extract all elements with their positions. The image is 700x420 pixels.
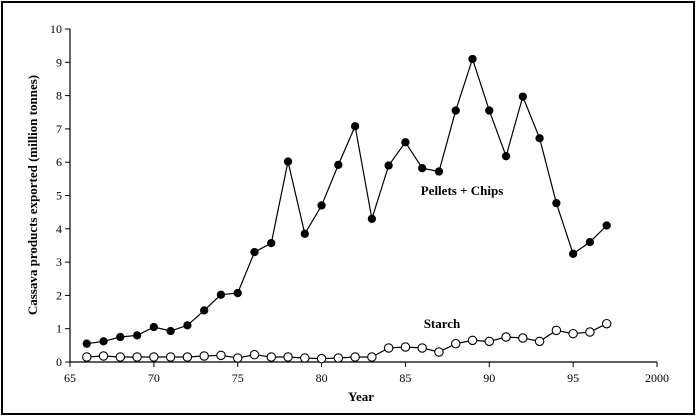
x-tick-label: 2000	[645, 371, 669, 385]
x-tick-label: 95	[567, 371, 579, 385]
data-point	[401, 138, 410, 147]
data-point	[484, 336, 495, 347]
data-point	[518, 92, 527, 101]
data-point	[383, 343, 394, 353]
data-point	[468, 54, 477, 64]
y-tick-label: 10	[50, 22, 62, 36]
series-label-starch: Starch	[424, 316, 461, 331]
data-point	[518, 333, 528, 343]
axes	[69, 29, 657, 363]
data-point	[266, 352, 277, 362]
data-point	[200, 306, 209, 315]
chart-frame	[1, 1, 695, 415]
data-point	[451, 106, 460, 115]
data-point	[233, 288, 242, 298]
x-tick-label: 75	[232, 371, 244, 385]
data-point	[283, 157, 293, 166]
x-tick-label: 80	[316, 371, 328, 385]
series-layer	[82, 54, 612, 364]
data-point	[300, 353, 310, 363]
data-point	[602, 221, 611, 230]
data-point	[250, 247, 259, 257]
data-point	[149, 352, 159, 362]
y-tick-label: 3	[56, 255, 62, 269]
data-point	[434, 347, 444, 357]
series-line	[86, 57, 608, 345]
data-point	[418, 164, 427, 173]
data-point	[551, 325, 562, 336]
data-point	[450, 338, 461, 349]
data-point	[216, 350, 226, 361]
data-point	[165, 352, 176, 362]
data-point	[601, 318, 612, 329]
series-pellets-chips	[82, 54, 611, 348]
data-point	[535, 134, 544, 143]
data-point	[585, 327, 595, 337]
data-point	[199, 351, 209, 361]
data-point	[485, 106, 494, 115]
data-point	[232, 353, 243, 363]
data-point	[568, 328, 578, 339]
series-line	[86, 323, 607, 360]
x-tick-label: 70	[148, 371, 160, 385]
x-axis-ticks: 65 70 75 80 85 90 95 2000	[64, 362, 669, 385]
data-point	[182, 352, 193, 362]
y-tick-label: 9	[56, 55, 62, 69]
data-point	[267, 238, 276, 248]
data-point	[384, 161, 393, 170]
data-point	[552, 199, 561, 208]
data-point	[534, 336, 545, 347]
y-tick-label: 5	[56, 189, 62, 203]
y-axis-title: Cassava products exported (million tonne…	[25, 75, 40, 315]
y-tick-label: 6	[56, 155, 62, 169]
data-point	[300, 229, 309, 238]
data-point	[216, 290, 226, 299]
y-tick-label: 7	[56, 122, 62, 136]
data-point	[132, 331, 142, 340]
data-point	[132, 352, 142, 362]
y-tick-label: 0	[56, 355, 62, 369]
x-axis-title: Year	[348, 389, 374, 404]
data-point	[116, 332, 125, 342]
data-point	[585, 237, 595, 247]
data-point	[82, 352, 92, 362]
data-point	[283, 352, 293, 362]
y-tick-label: 8	[56, 89, 62, 103]
data-point	[367, 214, 377, 223]
data-point	[417, 343, 427, 353]
data-point	[334, 160, 343, 170]
data-point	[350, 352, 360, 362]
data-point	[350, 122, 360, 131]
y-tick-label: 1	[56, 322, 62, 336]
series-starch	[82, 318, 612, 364]
x-tick-label: 65	[64, 371, 76, 385]
data-point	[166, 326, 175, 336]
data-point	[317, 201, 326, 210]
data-point	[82, 339, 91, 348]
data-point	[501, 332, 511, 342]
data-point	[501, 152, 511, 161]
x-tick-label: 90	[483, 371, 495, 385]
data-point	[434, 167, 444, 176]
y-axis-ticks: 0 1 2 3 4 5 6 7 8 9 10	[50, 22, 70, 369]
data-point	[316, 353, 327, 364]
data-point	[115, 352, 126, 362]
data-point	[367, 352, 377, 362]
data-point	[149, 322, 159, 332]
data-point	[99, 337, 108, 346]
data-point	[249, 349, 260, 360]
data-point	[98, 351, 109, 361]
data-point	[400, 342, 411, 352]
data-point	[333, 353, 344, 363]
x-tick-label: 85	[399, 371, 411, 385]
data-point	[183, 321, 192, 330]
data-point	[467, 335, 478, 346]
data-point	[568, 249, 578, 258]
y-tick-label: 2	[56, 288, 62, 302]
y-tick-label: 4	[56, 222, 62, 236]
series-label-pellets-chips: Pellets + Chips	[421, 183, 504, 198]
